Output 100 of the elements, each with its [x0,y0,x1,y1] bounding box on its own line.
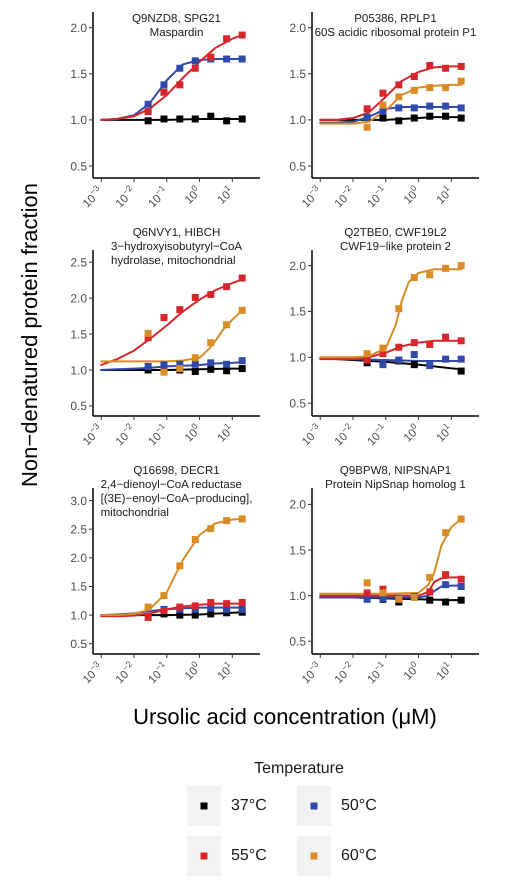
text: Q9NZD8, SPG21 Maspardin [132,13,221,39]
y-tick-label: 2.0 [289,258,306,273]
chart-title: Q9BPW8, NIPSNAP1 Protein NipSnap homolog 1 [325,465,466,491]
y-tick-label: 2.0 [70,20,88,35]
point [426,112,434,120]
y-tick-label: 2.5 [70,255,88,270]
y-tick-label: 2.0 [70,291,88,306]
point [192,64,199,72]
y-tick-label: 0.5 [70,399,88,414]
point [160,592,168,600]
point [144,100,152,108]
point [379,90,386,97]
point [442,334,450,341]
point [410,114,418,122]
point [144,330,152,337]
text: P05386, RPLP1 60S acidic ribosomal protein P1 [314,13,476,39]
point [223,283,230,290]
point [238,598,246,606]
y-tick-label: 1.5 [70,327,88,342]
point [410,73,418,80]
point [192,360,199,368]
point [207,598,214,606]
point [426,588,434,596]
point [442,356,450,363]
point [364,105,371,112]
y-tick-label: 0.5 [289,396,306,410]
point [144,614,152,621]
point [426,102,434,110]
point [442,112,450,120]
point [426,596,434,604]
point [458,78,465,85]
point [458,114,465,122]
y-tick-label: 1.0 [70,363,88,378]
point [458,583,465,590]
point [426,362,434,370]
point [176,562,184,570]
y-tick-label: 1.5 [289,543,306,558]
y-tick-label: 1.5 [70,67,88,82]
point [442,102,450,110]
point [223,360,230,368]
point [238,115,246,122]
point [395,344,402,351]
y-tick-label: 0.5 [289,634,306,648]
point [207,525,214,532]
point [144,108,152,116]
point [223,321,230,328]
point [176,81,184,88]
point [144,362,152,370]
point [379,102,386,109]
legend-label: 37°C [231,797,267,814]
legend-label: 60°C [341,847,377,864]
y-tick-label: 2.5 [70,522,88,536]
point [426,84,434,92]
point [223,35,230,42]
point [176,64,184,72]
point [364,350,371,358]
point [458,337,465,344]
point [395,104,402,112]
point [207,366,214,373]
point [238,274,246,282]
point [442,64,450,72]
y-tick-label: 0.5 [70,159,88,174]
point [176,306,184,314]
point [379,108,386,116]
y-axis-title: Non−denatured protein fraction [17,183,42,487]
point [395,305,402,312]
point [426,574,434,581]
point [458,516,465,523]
x-axis-title: Ursolic acid concentration (μM) [133,704,437,729]
point [364,579,371,586]
chart-title: Q16698, DECR1 2,4−dienoyl−CoA reductase [(3E)−enoyl−CoA−producing], mitochondrial [100,465,252,519]
point [207,339,214,346]
y-tick-label: 1.5 [289,304,306,319]
point [410,86,418,94]
point [160,88,168,96]
point [458,576,465,583]
point [458,262,465,270]
point [238,32,246,39]
point [144,117,152,124]
point [442,581,450,588]
point [395,117,402,124]
point [395,93,402,100]
point [379,114,386,122]
point [223,56,230,63]
point [458,356,465,363]
point [379,589,386,596]
point [458,104,465,112]
y-tick-label: 2.0 [289,498,306,512]
point [426,62,434,69]
point [364,589,371,596]
point [426,271,434,278]
point [192,294,199,301]
point [364,596,371,603]
y-tick-label: 1.0 [70,113,88,128]
point [192,368,199,375]
point [426,340,434,348]
point [207,359,214,366]
point [364,124,371,131]
point [223,600,230,608]
point [192,536,199,544]
